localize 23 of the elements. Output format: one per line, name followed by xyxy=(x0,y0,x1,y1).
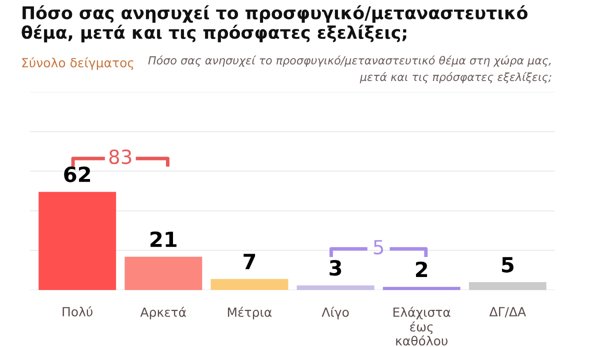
data-label: 5 xyxy=(502,257,514,273)
data-label: 7 xyxy=(244,254,256,270)
bar xyxy=(382,286,460,290)
chart-title: Πόσο σας ανησυχεί το προσφυγικό/μεταναστευτικό θέμα, μετά και τις πρόσφατες εξελίξεις; xyxy=(22,5,528,42)
x-tick-label: Ελάχιστα έως καθόλου xyxy=(393,306,450,346)
chart-subtitle: Σύνολο δείγματος xyxy=(22,57,134,70)
bar xyxy=(468,282,546,290)
text: Πόσο σας ανησυχεί το προσφυγικό/μεταναστευτικό θέμα στη χώρα μας, μετά και τις πρόσφατες εξελίξεις; xyxy=(148,56,552,84)
annotation: 5 xyxy=(374,240,384,255)
bar xyxy=(38,192,116,290)
data-label: 62 xyxy=(64,166,90,182)
bar xyxy=(124,256,202,290)
x-tick-label: ΔΓ/ΔΑ xyxy=(489,307,526,318)
bar xyxy=(296,285,374,290)
data-label: 21 xyxy=(150,231,176,247)
x-tick-label: Λίγο xyxy=(322,306,349,320)
x-tick-label: Πολύ xyxy=(62,306,92,316)
x-tick-label: Αρκετά xyxy=(140,306,186,320)
annotation: 83 xyxy=(109,149,132,164)
data-label: 2 xyxy=(416,262,428,278)
data-label: 3 xyxy=(330,260,342,276)
bar xyxy=(210,278,288,290)
x-tick-label: Μέτρια xyxy=(228,306,272,320)
